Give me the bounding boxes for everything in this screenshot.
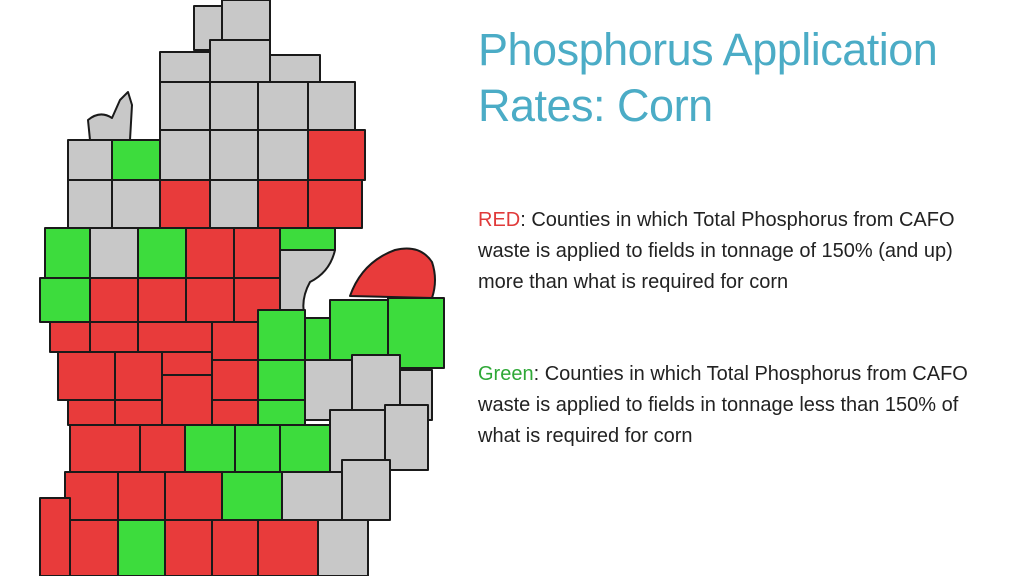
county-8 [307, 81, 356, 131]
county-3 [209, 39, 271, 83]
county-66 [39, 497, 71, 576]
county-57 [279, 424, 331, 473]
county-54 [139, 424, 186, 473]
county-64 [281, 471, 343, 521]
county-2 [159, 51, 211, 83]
county-7 [257, 81, 309, 131]
county-15 [67, 179, 113, 229]
county-33 [89, 321, 139, 353]
county-23 [137, 227, 187, 279]
county-22 [89, 227, 139, 279]
legend-red: RED: Counties in which Total Phosphorus … [478, 205, 998, 298]
county-52 [257, 399, 306, 426]
county-51 [211, 399, 259, 426]
county-40 [57, 351, 116, 401]
michigan-county-map [30, 0, 450, 576]
county-46 [351, 354, 401, 411]
county-34 [137, 321, 213, 353]
county-peninsula [87, 91, 133, 141]
county-65 [341, 459, 391, 521]
county-32 [49, 321, 91, 353]
county-19 [257, 179, 309, 229]
county-20 [307, 179, 363, 229]
county-48 [67, 399, 116, 426]
county-30 [185, 277, 235, 323]
slide-title: Phosphorus Application Rates: Corn [478, 22, 1008, 134]
county-43 [211, 359, 259, 401]
county-36 [257, 309, 306, 361]
county-69 [164, 519, 213, 576]
county-28 [89, 277, 139, 323]
legend-red-text: : Counties in which Total Phosphorus fro… [478, 209, 955, 293]
county-10 [111, 139, 161, 181]
county-16 [111, 179, 161, 229]
county-55 [184, 424, 236, 473]
county-70 [211, 519, 259, 576]
county-17 [159, 179, 211, 229]
county-6 [209, 81, 259, 131]
county-5 [159, 81, 211, 131]
county-67 [69, 519, 119, 576]
county-53 [69, 424, 141, 473]
county-13 [257, 129, 309, 181]
county-18 [209, 179, 259, 229]
county-61 [117, 471, 166, 521]
county-60 [64, 471, 119, 521]
county-27 [39, 277, 91, 323]
county-50 [161, 374, 213, 426]
county-44 [257, 359, 306, 401]
title-line-2: Rates: Corn [478, 80, 713, 131]
legend-green-keyword: Green [478, 363, 534, 385]
county-thumb-tip [349, 247, 436, 299]
county-72 [317, 519, 369, 576]
legend-green: Green: Counties in which Total Phosphoru… [478, 359, 998, 452]
county-49 [114, 399, 163, 426]
legend-green-text: : Counties in which Total Phosphorus fro… [478, 363, 968, 447]
county-26 [279, 227, 336, 251]
county-11 [159, 129, 211, 181]
county-24 [185, 227, 235, 279]
county-62 [164, 471, 223, 521]
county-21 [44, 227, 91, 279]
county-63 [221, 471, 283, 521]
county-41 [114, 351, 163, 401]
county-71 [257, 519, 319, 576]
county-56 [234, 424, 281, 473]
county-59 [384, 404, 429, 471]
county-12 [209, 129, 259, 181]
county-29 [137, 277, 187, 323]
title-line-1: Phosphorus Application [478, 24, 938, 75]
county-14 [307, 129, 366, 181]
county-35 [211, 321, 259, 361]
county-68 [117, 519, 166, 576]
county-42 [161, 351, 213, 376]
county-9 [67, 139, 113, 181]
county-4 [269, 54, 321, 83]
legend-red-keyword: RED [478, 209, 521, 231]
county-25 [233, 227, 281, 279]
